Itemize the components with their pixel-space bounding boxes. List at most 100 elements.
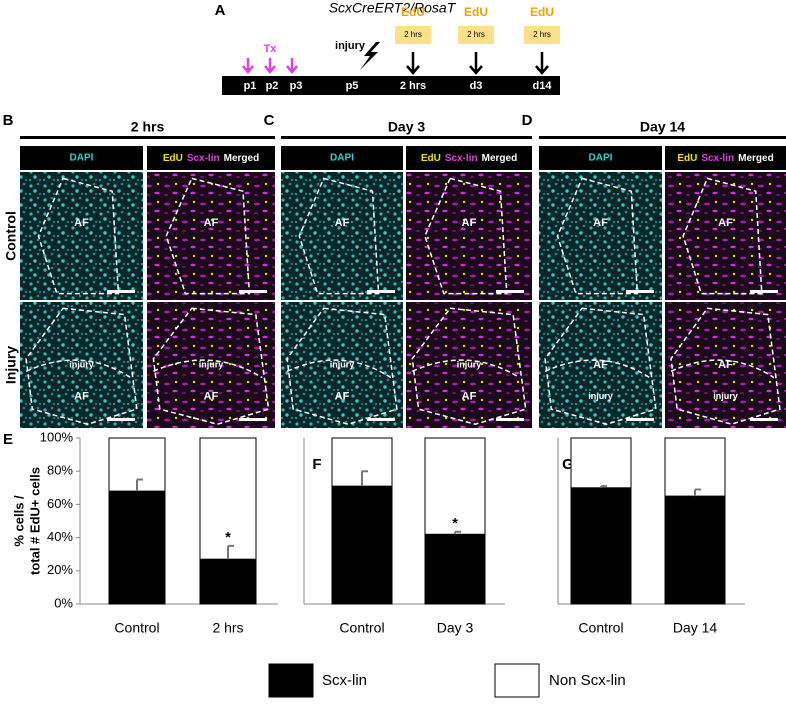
panel-title: Day 14 bbox=[640, 119, 685, 135]
bar-segment bbox=[570, 437, 632, 489]
edu-duration: 2 hrs bbox=[533, 30, 551, 39]
region-label: AF bbox=[462, 390, 477, 402]
edu-box bbox=[458, 26, 494, 44]
dapi-image bbox=[281, 172, 403, 300]
error-bar bbox=[227, 544, 234, 560]
header-bar bbox=[539, 146, 662, 170]
header-bar bbox=[281, 146, 403, 170]
significance: * bbox=[225, 529, 231, 546]
legend-swatch bbox=[494, 663, 540, 698]
edu-label: EdU bbox=[401, 5, 425, 19]
timeline-label: 2 hrs bbox=[400, 80, 426, 92]
legend-label: Non Scx-lin bbox=[549, 672, 626, 689]
header-bar bbox=[20, 146, 143, 170]
region-outline bbox=[286, 359, 392, 379]
significance: * bbox=[452, 515, 458, 532]
panel-label: B bbox=[3, 112, 14, 129]
dapi-image bbox=[281, 302, 403, 428]
injury-label: injury bbox=[335, 40, 366, 52]
merged-image bbox=[665, 302, 786, 428]
x-tick-label: Day 3 bbox=[437, 620, 474, 636]
error-bar bbox=[694, 488, 701, 497]
edu-arrow bbox=[535, 52, 549, 75]
region-outline bbox=[298, 177, 380, 295]
region-label: AF bbox=[204, 217, 219, 229]
header-edu: EdU bbox=[421, 153, 441, 164]
panel-rule bbox=[281, 136, 532, 139]
error-bar bbox=[136, 478, 143, 492]
header-edu: EdU bbox=[677, 153, 697, 164]
scale-bar bbox=[367, 290, 395, 293]
region-label: injury bbox=[330, 359, 355, 369]
region-outline bbox=[286, 307, 398, 426]
tx-arrow bbox=[242, 58, 254, 74]
x-tick-label: Day 14 bbox=[673, 620, 718, 636]
bar-segment bbox=[108, 490, 166, 605]
x-tick-label: Control bbox=[114, 620, 159, 636]
y-axis-title: total # EdU+ cells bbox=[27, 467, 42, 575]
edu-arrow bbox=[469, 52, 483, 75]
scale-bar bbox=[496, 290, 524, 293]
region-label: AF bbox=[204, 390, 219, 402]
scale-bar bbox=[107, 418, 135, 421]
timeline-label: p1 bbox=[244, 80, 257, 92]
edu-label: EdU bbox=[464, 5, 488, 19]
y-tick-label: 20% bbox=[47, 562, 73, 577]
region-outline bbox=[37, 177, 120, 295]
region-outline bbox=[682, 177, 763, 295]
bar-segment bbox=[199, 437, 257, 560]
scale-bar bbox=[750, 290, 778, 293]
header-edu: EdU bbox=[163, 153, 183, 164]
tx-arrow bbox=[286, 58, 298, 74]
edu-box bbox=[395, 26, 431, 44]
scale-bar bbox=[496, 418, 524, 421]
panel-label: E bbox=[3, 431, 13, 448]
merged-image bbox=[665, 172, 786, 300]
bar-segment bbox=[199, 558, 257, 605]
edu-duration: 2 hrs bbox=[404, 30, 422, 39]
region-label: injury bbox=[457, 359, 482, 369]
region-outline bbox=[670, 307, 781, 426]
row-label: Control bbox=[3, 211, 19, 261]
region-label: AF bbox=[335, 390, 350, 402]
panel-label: A bbox=[215, 2, 226, 19]
region-label: AF bbox=[718, 217, 733, 229]
row-label: Injury bbox=[3, 346, 19, 384]
merged-image bbox=[406, 172, 532, 300]
panel-rule bbox=[20, 136, 275, 139]
region-outline bbox=[411, 359, 520, 379]
scale-bar bbox=[626, 418, 654, 421]
panel-title: Day 3 bbox=[388, 119, 426, 135]
timeline-bar bbox=[222, 76, 560, 95]
error-bar bbox=[600, 485, 607, 488]
region-outline bbox=[25, 307, 138, 426]
edu-arrow bbox=[406, 52, 420, 75]
header-bar bbox=[147, 146, 275, 170]
region-label: injury bbox=[588, 391, 613, 401]
region-outline bbox=[411, 307, 527, 425]
header-merged: Merged bbox=[482, 153, 518, 164]
scale-bar bbox=[367, 418, 395, 421]
dapi-image bbox=[20, 302, 143, 428]
y-tick-label: 0% bbox=[54, 595, 73, 610]
region-outline bbox=[544, 359, 651, 379]
header-scx: Scx-lin bbox=[187, 153, 220, 164]
region-outline bbox=[544, 307, 657, 426]
region-label: AF bbox=[462, 217, 477, 229]
error-bar bbox=[454, 530, 461, 535]
dapi-label: DAPI bbox=[589, 153, 613, 164]
bar-segment bbox=[331, 485, 393, 605]
y-tick-label: 40% bbox=[47, 529, 73, 544]
dapi-label: DAPI bbox=[70, 153, 94, 164]
scale-bar bbox=[750, 418, 778, 421]
error-bar bbox=[361, 470, 368, 487]
edu-duration: 2 hrs bbox=[467, 30, 485, 39]
timeline-label: d14 bbox=[533, 80, 553, 92]
region-outline bbox=[556, 177, 639, 295]
dapi-image bbox=[539, 302, 662, 428]
bar-segment bbox=[424, 437, 486, 535]
y-tick-label: 80% bbox=[47, 463, 73, 478]
region-label: AF bbox=[74, 390, 89, 402]
